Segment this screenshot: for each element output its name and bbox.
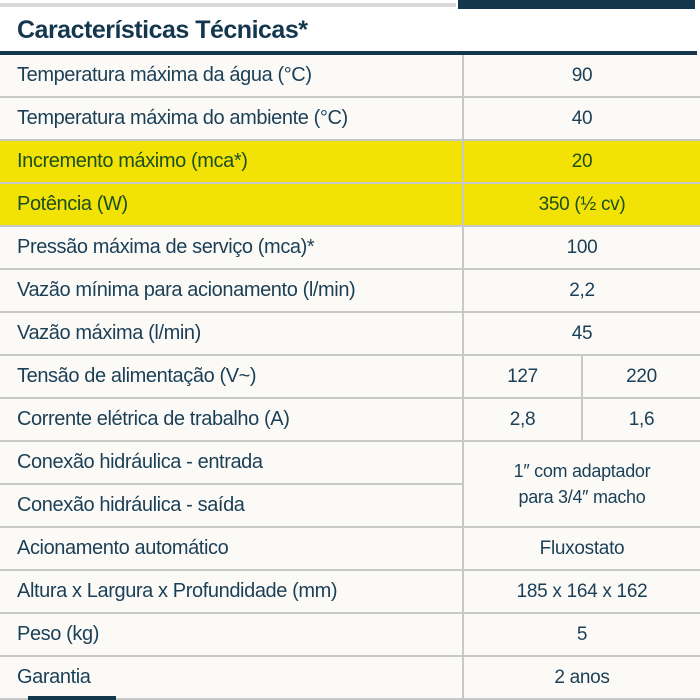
row-label: Pressão máxima de serviço (mca)* <box>17 236 315 258</box>
top-strip-light <box>0 3 456 7</box>
row-value: Fluxostato <box>462 528 700 569</box>
row-value: 20 <box>462 141 700 182</box>
row-value: 185 x 164 x 162 <box>462 571 700 612</box>
page-title: Características Técnicas* <box>17 15 308 44</box>
merged-value: 1″ com adaptador para 3/4″ macho <box>462 442 700 526</box>
merged-value-line1: 1″ com adaptador <box>513 460 651 481</box>
title-bar: Características Técnicas* <box>0 9 700 51</box>
table-row: Pressão máxima de serviço (mca)* 100 <box>0 227 700 270</box>
row-label: Conexão hidráulica - saída <box>17 494 245 516</box>
merged-value-line2: para 3/4″ macho <box>518 487 646 507</box>
row-label: Corrente elétrica de trabalho (A) <box>17 408 290 430</box>
row-value-220v: 220 <box>581 356 700 397</box>
row-value: 5 <box>462 614 700 655</box>
title-divider <box>0 51 697 55</box>
spec-table: Temperatura máxima da água (°C) 90 Tempe… <box>0 55 700 700</box>
top-strip-navy <box>458 0 695 9</box>
table-row-split: Tensão de alimentação (V~) 127 220 <box>0 356 700 399</box>
row-label: Potência (W) <box>17 193 128 215</box>
row-label: Tensão de alimentação (V~) <box>17 365 257 387</box>
row-label: Altura x Largura x Profundidade (mm) <box>17 580 338 602</box>
row-label: Temperatura máxima do ambiente (°C) <box>17 107 348 129</box>
row-label: Peso (kg) <box>17 623 99 645</box>
row-label: Vazão mínima para acionamento (l/min) <box>17 279 356 301</box>
merged-labels: Conexão hidráulica - entrada Conexão hid… <box>0 442 462 526</box>
table-row: Vazão máxima (l/min) 45 <box>0 313 700 356</box>
row-label: Vazão máxima (l/min) <box>17 322 201 344</box>
row-divider <box>0 483 462 485</box>
row-label: Garantia <box>17 666 91 688</box>
row-value: 350 (½ cv) <box>462 184 700 225</box>
table-row: Temperatura máxima do ambiente (°C) 40 <box>0 98 700 141</box>
row-value-220v: 1,6 <box>581 399 700 440</box>
bottom-bar-clipped <box>28 696 116 700</box>
table-row: Temperatura máxima da água (°C) 90 <box>0 55 700 98</box>
table-row-highlighted: Potência (W) 350 (½ cv) <box>0 184 700 227</box>
row-value: 100 <box>462 227 700 268</box>
row-value: 40 <box>462 98 700 139</box>
table-row: Peso (kg) 5 <box>0 614 700 657</box>
table-row-split: Corrente elétrica de trabalho (A) 2,8 1,… <box>0 399 700 442</box>
table-row: Vazão mínima para acionamento (l/min) 2,… <box>0 270 700 313</box>
table-row: Altura x Largura x Profundidade (mm) 185… <box>0 571 700 614</box>
table-row-merged: Conexão hidráulica - entrada Conexão hid… <box>0 442 700 528</box>
row-value-127v: 127 <box>462 356 581 397</box>
row-label: Temperatura máxima da água (°C) <box>17 64 312 86</box>
row-value-127v: 2,8 <box>462 399 581 440</box>
table-row: Garantia 2 anos <box>0 657 700 700</box>
row-label: Incremento máximo (mca*) <box>17 150 248 172</box>
table-row-highlighted: Incremento máximo (mca*) 20 <box>0 141 700 184</box>
top-strip <box>0 0 700 9</box>
row-value: 45 <box>462 313 700 354</box>
row-label: Conexão hidráulica - entrada <box>17 451 263 473</box>
row-value: 2,2 <box>462 270 700 311</box>
row-label: Acionamento automático <box>17 537 229 559</box>
row-value: 90 <box>462 55 700 96</box>
table-row: Acionamento automático Fluxostato <box>0 528 700 571</box>
row-value: 2 anos <box>462 657 700 698</box>
